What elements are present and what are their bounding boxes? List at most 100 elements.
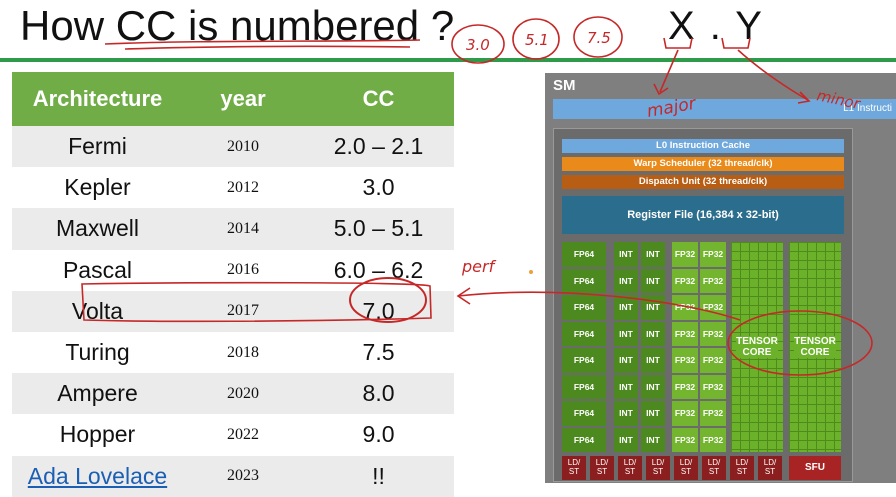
ld-st-unit: LD/ST: [618, 456, 642, 480]
version-circle: [573, 16, 623, 58]
fp32-unit: FP32: [700, 427, 726, 452]
slide-title: How CC is numbered ?: [20, 2, 455, 49]
cc-cell: 2.0 – 2.1: [303, 126, 454, 168]
cc-cell: 7.5: [303, 331, 454, 374]
circled-version-1: 5.1: [525, 31, 549, 49]
ld-st-unit: LD/ST: [646, 456, 670, 480]
sm-diagram: SM L1 Instructi L0 Instruction Cache War…: [545, 73, 896, 483]
ld-st-unit: LD/ST: [590, 456, 614, 480]
ld-st-unit: LD/ST: [562, 456, 586, 480]
fp64-unit: FP64: [562, 401, 606, 426]
table-row: Ada Lovelace 2023 !!: [12, 455, 454, 497]
int-unit: INT: [614, 427, 638, 452]
year-cell: 2012: [182, 167, 304, 209]
int-unit: INT: [641, 401, 665, 426]
fp64-unit: FP64: [562, 295, 606, 320]
int-unit: INT: [641, 374, 665, 399]
version-circle: [512, 18, 560, 60]
table-row: Kepler 2012 3.0: [12, 167, 454, 209]
circled-version-0: 3.0: [466, 36, 490, 54]
header-architecture: Architecture: [12, 72, 183, 126]
fp64-unit: FP64: [562, 427, 606, 452]
cc-cell: 6.0 – 6.2: [303, 249, 454, 291]
table-header-row: Architecture year CC: [12, 72, 454, 126]
warp-scheduler-bar: Warp Scheduler (32 thread/clk): [562, 157, 844, 171]
arch-cell: Fermi: [12, 126, 183, 168]
year-cell: 2020: [182, 373, 304, 415]
sm-partition: L0 Instruction Cache Warp Scheduler (32 …: [553, 128, 853, 482]
dispatch-unit-bar: Dispatch Unit (32 thread/clk): [562, 175, 844, 189]
table-row: Hopper 2022 9.0: [12, 414, 454, 456]
l0-cache-bar: L0 Instruction Cache: [562, 139, 844, 153]
fp32-unit: FP32: [672, 401, 698, 426]
pointer-dot: [529, 270, 533, 274]
fp32-unit: FP32: [672, 242, 698, 267]
int-unit: INT: [614, 268, 638, 293]
fp32-unit: FP32: [700, 242, 726, 267]
arch-cell: Hopper: [12, 414, 183, 456]
header-cc: CC: [303, 72, 454, 126]
table-row: Volta 2017 7.0: [12, 290, 454, 332]
arch-link-cell: Ada Lovelace: [12, 455, 183, 497]
sm-label: SM: [553, 77, 576, 94]
cc-table: Architecture year CC Fermi 2010 2.0 – 2.…: [12, 72, 454, 497]
arch-cell: Turing: [12, 331, 183, 374]
header-year: year: [182, 72, 304, 126]
ld-st-unit: LD/ST: [674, 456, 698, 480]
fp32-unit: FP32: [672, 374, 698, 399]
table-row: Pascal 2016 6.0 – 6.2: [12, 249, 454, 291]
fp32-unit: FP32: [672, 427, 698, 452]
cc-cell: 7.0: [303, 290, 454, 332]
cc-cell: 9.0: [303, 414, 454, 456]
fp64-unit: FP64: [562, 348, 606, 373]
ld-st-unit: LD/ST: [730, 456, 754, 480]
int-unit: INT: [641, 348, 665, 373]
year-cell: 2023: [182, 455, 304, 497]
fp32-unit: FP32: [700, 374, 726, 399]
int-unit: INT: [641, 295, 665, 320]
register-file: Register File (16,384 x 32-bit): [562, 196, 844, 234]
int-unit: INT: [641, 268, 665, 293]
tensor-core-label: TENSOR CORE: [794, 336, 836, 358]
title-rule: [0, 58, 896, 62]
fp64-unit: FP64: [562, 321, 606, 346]
fp32-unit: FP32: [700, 401, 726, 426]
int-unit: INT: [614, 374, 638, 399]
fp32-unit: FP32: [672, 268, 698, 293]
int-unit: INT: [614, 401, 638, 426]
tensor-core-label: TENSOR CORE: [736, 336, 778, 358]
year-cell: 2017: [182, 290, 304, 332]
fp32-unit: FP32: [700, 295, 726, 320]
int-unit: INT: [641, 242, 665, 267]
year-cell: 2014: [182, 208, 304, 250]
cc-cell: 8.0: [303, 373, 454, 415]
fp32-unit: FP32: [700, 321, 726, 346]
fp32-unit: FP32: [672, 321, 698, 346]
int-unit: INT: [641, 321, 665, 346]
table-row: Fermi 2010 2.0 – 2.1: [12, 126, 454, 168]
fp32-unit: FP32: [700, 268, 726, 293]
year-cell: 2018: [182, 331, 304, 374]
table-row: Maxwell 2014 5.0 – 5.1: [12, 208, 454, 250]
int-unit: INT: [641, 427, 665, 452]
fp32-unit: FP32: [700, 348, 726, 373]
int-unit: INT: [614, 348, 638, 373]
xy-notation: X . Y: [668, 4, 764, 48]
year-cell: 2010: [182, 126, 304, 168]
perf-label: perf: [461, 257, 497, 276]
ld-st-unit: LD/ST: [702, 456, 726, 480]
fp64-unit: FP64: [562, 268, 606, 293]
int-unit: INT: [614, 295, 638, 320]
circled-version-2: 7.5: [587, 29, 611, 47]
tensor-core: TENSOR CORE: [731, 242, 783, 452]
arch-cell: Maxwell: [12, 208, 183, 250]
l1-cache-bar: L1 Instructi: [553, 99, 896, 119]
arch-cell: Kepler: [12, 167, 183, 209]
arch-cell: Volta: [12, 290, 183, 332]
ada-lovelace-link[interactable]: Ada Lovelace: [27, 462, 168, 489]
table-row: Ampere 2020 8.0: [12, 373, 454, 415]
cc-cell: 3.0: [303, 167, 454, 209]
cc-cell: 5.0 – 5.1: [303, 208, 454, 250]
year-cell: 2022: [182, 414, 304, 456]
fp64-unit: FP64: [562, 242, 606, 267]
